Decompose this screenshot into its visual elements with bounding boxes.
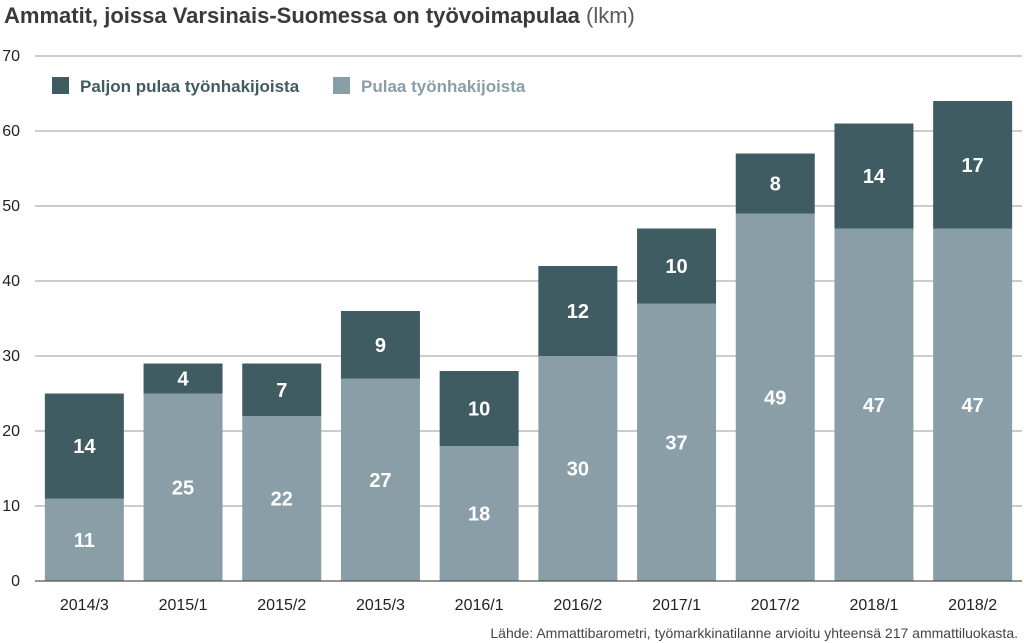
x-tick-label: 2017/2 [751,597,800,614]
x-tick-label: 2016/2 [553,597,602,614]
bar-segment [340,311,420,379]
x-tick-label: 2018/2 [948,597,997,614]
legend-label: Paljon pulaa työnhakijoista [80,77,300,96]
bar-value-label: 47 [962,395,984,417]
bar-value-label: 22 [271,489,293,511]
bar-value-label: 27 [369,470,391,492]
bar-segment [143,393,223,581]
bar-segment [637,228,717,304]
bar-segment [439,446,519,581]
bar-labels: 11 14 25 4 22 7 27 9 18 10 30 12 37 10 49 8 47 14 47 17 [73,155,984,552]
bar-value-label: 10 [468,399,490,421]
bar-value-label: 25 [172,477,194,499]
bar-value-label: 4 [177,369,189,391]
legend-swatch [52,77,69,94]
bar-value-label: 47 [863,395,885,417]
bar-value-label: 18 [468,504,490,526]
x-tick-label: 2015/1 [159,597,208,614]
bar-value-label: 30 [567,459,589,481]
y-tick-label: 0 [11,573,20,590]
bar-segment [538,356,618,581]
bar-value-label: 7 [276,380,287,402]
axes: 0 10 20 30 40 50 60 70 2014/3 2015/1 2015/2 2015/3 2… [2,48,1022,614]
bar-value-label: 12 [567,301,589,323]
bar-segment [242,363,322,416]
bar-segment [735,153,815,214]
bar-segment [44,498,124,581]
chart-title: Ammatit, joissa Varsinais-Suomessa on ty… [4,3,635,29]
x-tick-label: 2016/1 [455,597,504,614]
bar-segment [242,416,322,581]
chart-title-text: Ammatit, joissa Varsinais-Suomessa on ty… [4,3,580,28]
bar-segment [834,228,914,581]
bar-value-label: 49 [764,387,786,409]
y-tick-label: 70 [2,48,20,65]
bar-value-label: 11 [74,530,95,552]
x-tick-label: 2014/3 [60,597,109,614]
y-tick-label: 30 [2,348,20,365]
y-tick-label: 60 [2,123,20,140]
bar-segment [735,213,815,581]
x-tick-label: 2017/1 [652,597,701,614]
y-tick-label: 50 [2,198,20,215]
bar-segment [340,378,420,581]
x-tick-label: 2015/2 [257,597,306,614]
legend: Paljon pulaa työnhakijoista Pulaa työnhak… [52,77,526,96]
bar-value-label: 14 [863,166,886,188]
legend-swatch [333,77,350,94]
bar-segment [439,371,519,446]
bar-value-label: 17 [962,155,984,177]
x-tick-label: 2015/3 [356,597,405,614]
bar-segment [933,228,1013,581]
bar-value-label: 8 [770,174,781,196]
bar-segment [143,363,223,394]
y-tick-label: 40 [2,273,20,290]
bar-value-label: 37 [665,432,687,454]
x-tick-label: 2018/1 [849,597,898,614]
y-tick-label: 10 [2,498,20,515]
bars [44,101,1013,581]
chart-title-unit: (lkm) [586,3,635,28]
bar-segment [834,123,914,229]
source-note: Lähde: Ammattibarometri, työmarkkinatila… [490,625,1018,641]
y-tick-label: 20 [2,423,20,440]
bar-value-label: 10 [665,256,687,278]
bar-value-label: 9 [375,335,386,357]
bar-segment [44,393,124,499]
bar-segment [538,266,618,356]
bar-value-label: 14 [73,436,96,458]
legend-label: Pulaa työnhakijoista [361,77,526,96]
bar-segment [933,101,1013,229]
bar-segment [637,303,717,581]
